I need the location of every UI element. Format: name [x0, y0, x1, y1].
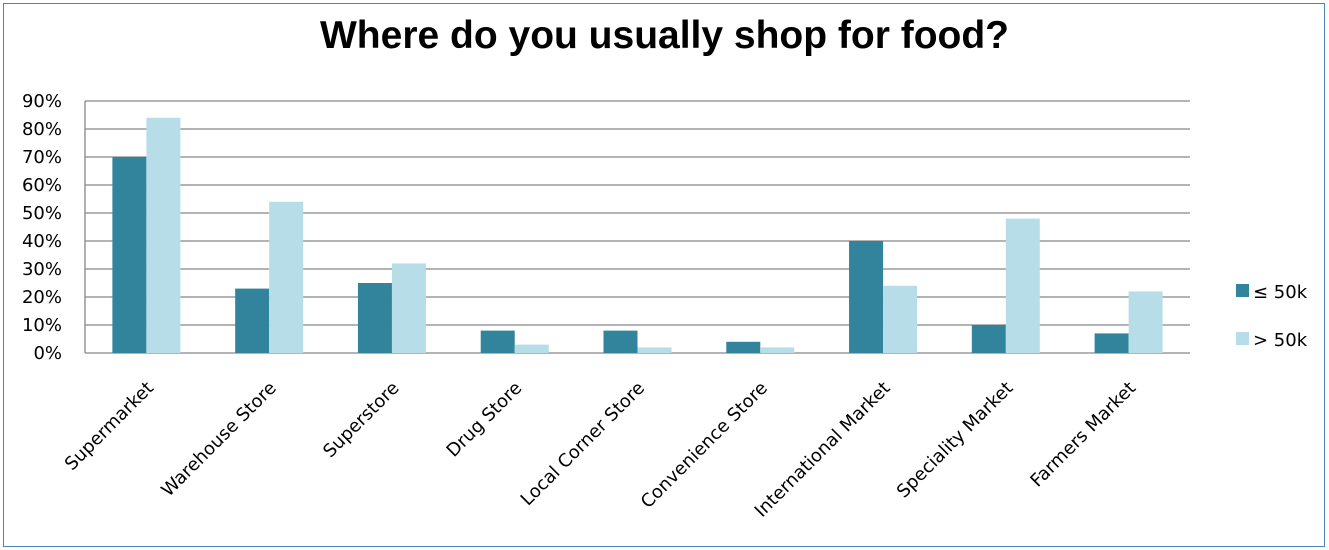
bar-series-2: [760, 347, 795, 353]
y-tick-label: 30%: [22, 259, 62, 280]
bar-series-2: [269, 201, 304, 353]
x-category-label: Warehouse Store: [157, 378, 280, 501]
bar-series-1: [357, 283, 392, 353]
bar-series-2: [1128, 291, 1163, 353]
bar-series-1: [603, 330, 638, 353]
bar-series-2: [146, 117, 181, 353]
y-tick-label: 40%: [22, 231, 62, 252]
legend-label: ≤ 50k: [1253, 282, 1308, 303]
y-tick-label: 20%: [22, 287, 62, 308]
x-category-label: International Market: [751, 378, 895, 522]
y-tick-label: 60%: [22, 175, 62, 196]
x-category-label: Supermarket: [61, 378, 158, 475]
y-tick-label: 90%: [22, 91, 62, 112]
bar-series-2: [883, 285, 918, 353]
x-category-label: Convenience Store: [637, 378, 772, 513]
chart-frame: [3, 3, 1325, 547]
bar-series-1: [849, 241, 884, 353]
bar-series-1: [1094, 333, 1129, 353]
bar-series-1: [726, 341, 761, 353]
bar-series-2: [1005, 218, 1040, 353]
x-category-label: Superstore: [319, 378, 403, 462]
bar-series-2: [391, 263, 426, 353]
legend-label: > 50k: [1253, 330, 1308, 351]
legend: ≤ 50k > 50k: [1236, 282, 1308, 351]
y-tick-label: 0%: [33, 343, 62, 364]
legend-swatch: [1236, 284, 1249, 297]
legend-swatch: [1236, 332, 1249, 345]
bars: [112, 117, 1163, 353]
bar-series-1: [480, 330, 515, 353]
y-tick-label: 80%: [22, 119, 62, 140]
x-category-label: Drug Store: [443, 378, 527, 462]
bar-series-1: [235, 288, 270, 353]
x-category-label: Local Corner Store: [517, 378, 649, 510]
axes: 0% 10% 20% 30% 40% 50% 60% 70% 80% 90% Supermarket…: [22, 91, 1140, 522]
bar-series-1: [112, 157, 147, 353]
x-category-label: Farmers Market: [1026, 378, 1140, 492]
bar-series-2: [637, 347, 672, 353]
y-tick-label: 70%: [22, 147, 62, 168]
chart-title: Where do you usually shop for food?: [320, 14, 1009, 57]
bar-series-2: [514, 344, 549, 353]
y-tick-label: 10%: [22, 315, 62, 336]
x-category-label: Speciality Market: [893, 378, 1018, 503]
y-tick-label: 50%: [22, 203, 62, 224]
bar-series-1: [971, 325, 1006, 353]
